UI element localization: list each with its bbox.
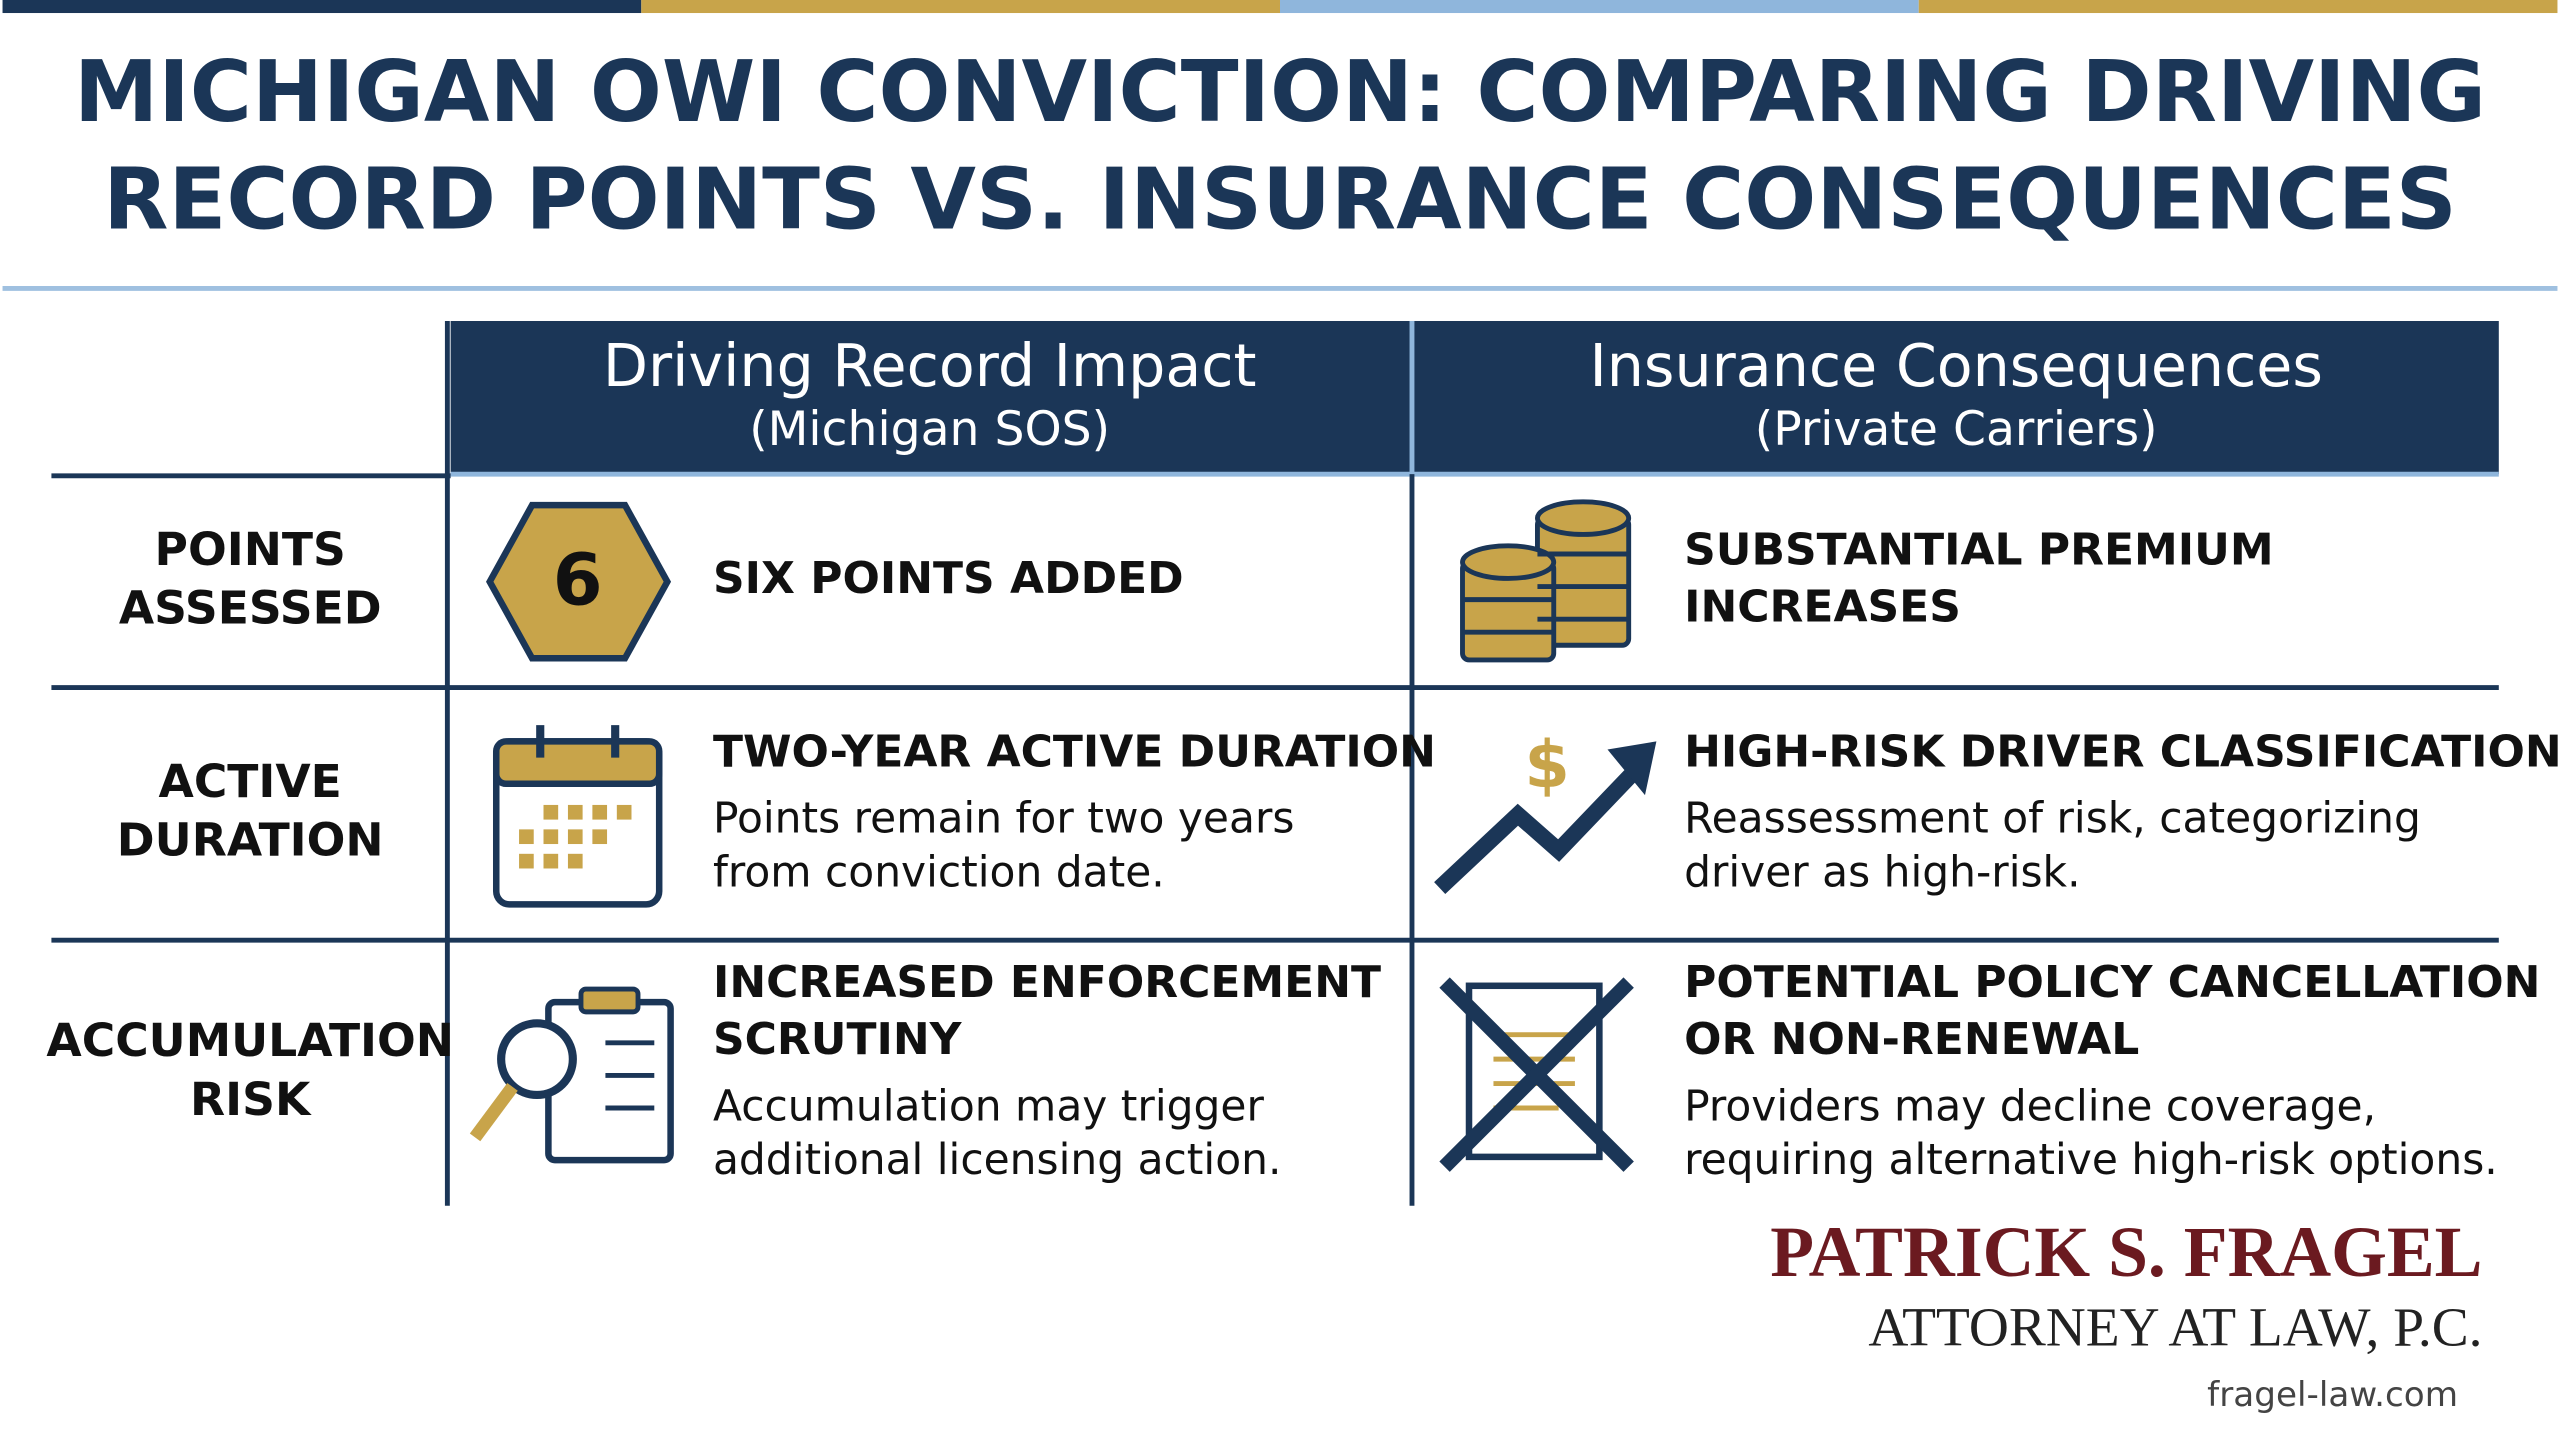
calendar-icon	[492, 725, 663, 908]
badge: 6	[553, 537, 603, 621]
row-label: DURATION	[117, 814, 384, 867]
clipboard-icon	[469, 986, 674, 1164]
column-subtitle: (Michigan SOS)	[749, 402, 1110, 457]
cell-description: from conviction date.	[713, 847, 1165, 896]
cell-description: requiring alternative high-risk options.	[1684, 1135, 2498, 1184]
title-line: RECORD POINTS VS. INSURANCE CONSEQUENCES	[103, 150, 2457, 249]
top-bar	[1280, 0, 1919, 14]
cell-heading: TWO-YEAR ACTIVE DURATION	[713, 726, 1436, 777]
header-band	[450, 320, 2499, 475]
cell-heading: HIGH-RISK DRIVER CLASSIFICATION	[1684, 726, 2560, 777]
top-bar	[1918, 0, 2558, 14]
title-line: MICHIGAN OWI CONVICTION: COMPARING DRIVI…	[74, 42, 2486, 141]
cell-description: Points remain for two years	[713, 794, 1294, 843]
column-title: Insurance Consequences	[1589, 332, 2322, 400]
svg-text:$: $	[1525, 728, 1570, 803]
cell-heading: POTENTIAL POLICY CANCELLATION	[1684, 957, 2540, 1008]
cancelled-document-icon	[1439, 977, 1634, 1172]
row-label: ACTIVE	[159, 755, 342, 808]
top-bar	[641, 0, 1280, 14]
cell-heading: SIX POINTS ADDED	[713, 553, 1184, 604]
row-label: ASSESSED	[119, 582, 382, 635]
cell-description: driver as high-risk.	[1684, 847, 2080, 896]
coins-icon	[1460, 499, 1632, 663]
cell-description: additional licensing action.	[713, 1135, 1281, 1184]
cell-heading: INCREASED ENFORCEMENT	[713, 957, 1381, 1008]
cell-description: Reassessment of risk, categorizing	[1684, 794, 2421, 843]
cell-description: Providers may decline coverage,	[1684, 1081, 2376, 1130]
trend-icon: $	[1434, 728, 1657, 894]
row-label: RISK	[190, 1073, 312, 1126]
column-subtitle: (Private Carriers)	[1755, 402, 2158, 457]
row-label: ACCUMULATION	[46, 1014, 454, 1067]
cell-heading: INCREASES	[1684, 581, 1961, 632]
cell-heading: OR NON-RENEWAL	[1684, 1014, 2139, 1065]
firm-url: fragel-law.com	[2207, 1375, 2458, 1415]
cell-heading: SUBSTANTIAL PREMIUM	[1684, 524, 2274, 575]
cell-description: Accumulation may trigger	[713, 1081, 1264, 1130]
firm-name: PATRICK S. FRAGEL	[1770, 1212, 2482, 1292]
row-label: POINTS	[155, 523, 346, 576]
top-bar	[2, 0, 642, 14]
column-title: Driving Record Impact	[603, 332, 1257, 400]
firm-subtitle: ATTORNEY AT LAW, P.C.	[1868, 1297, 2482, 1358]
cell-heading: SCRUTINY	[713, 1014, 963, 1065]
hexagon-icon: 6	[486, 501, 672, 662]
